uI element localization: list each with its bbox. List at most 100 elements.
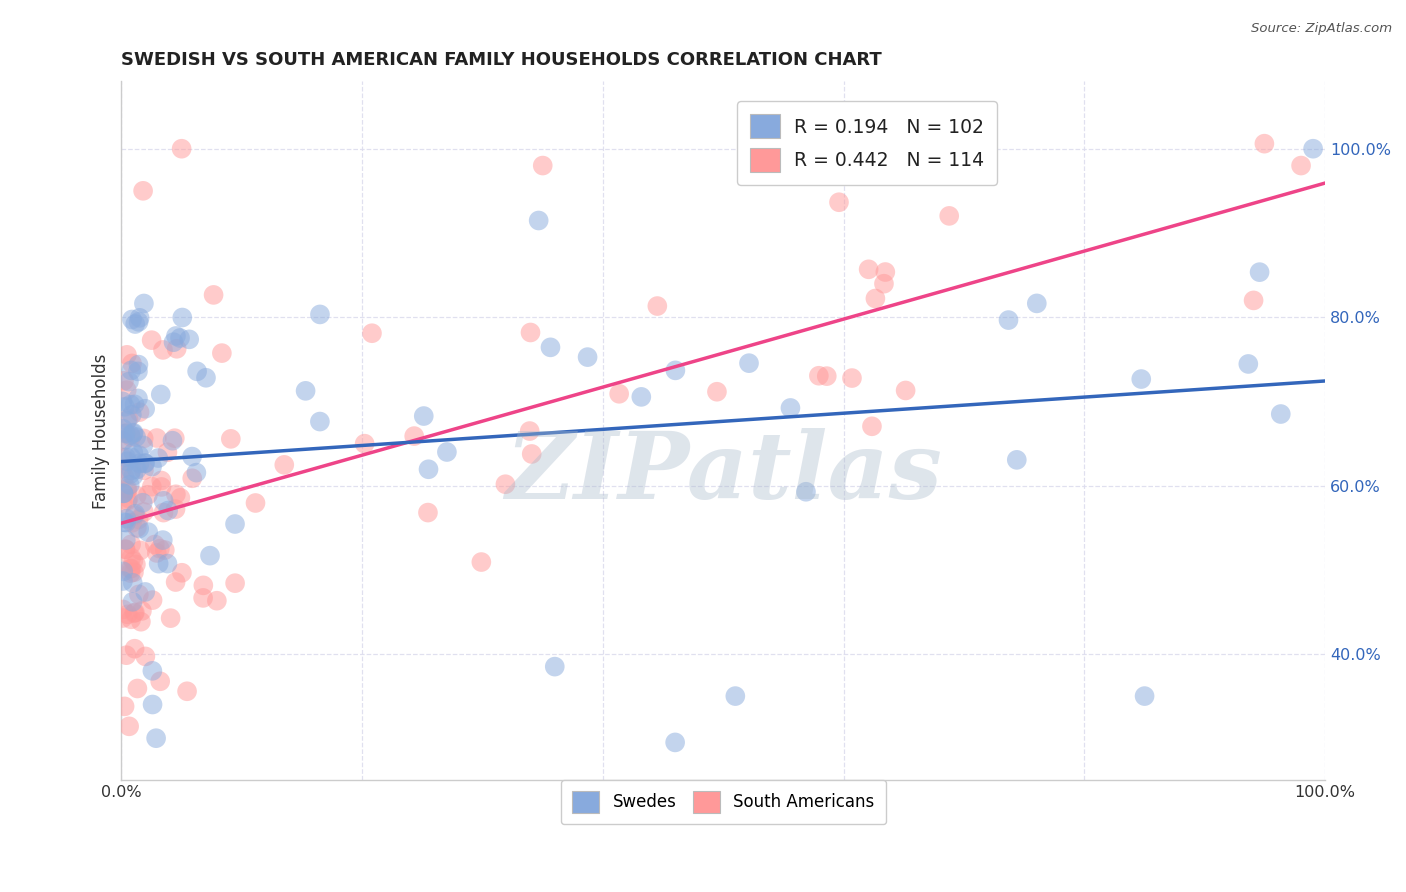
Point	[134, 585, 156, 599]
Point	[122, 565, 145, 579]
Point	[170, 566, 193, 580]
Point	[873, 277, 896, 291]
Point	[132, 438, 155, 452]
Point	[738, 356, 761, 370]
Point	[165, 575, 187, 590]
Point	[145, 546, 167, 560]
Point	[136, 525, 159, 540]
Point	[121, 516, 143, 530]
Point	[115, 348, 138, 362]
Point	[152, 493, 174, 508]
Point	[165, 329, 187, 343]
Point	[111, 461, 134, 475]
Point	[125, 558, 148, 572]
Point	[114, 469, 136, 483]
Point	[124, 606, 146, 620]
Point	[647, 299, 669, 313]
Point	[111, 496, 134, 510]
Point	[128, 405, 150, 419]
Point	[120, 450, 142, 464]
Point	[294, 384, 316, 398]
Point	[706, 384, 728, 399]
Point	[120, 430, 142, 444]
Point	[122, 445, 145, 459]
Point	[186, 364, 208, 378]
Point	[150, 480, 173, 494]
Point	[1289, 159, 1312, 173]
Point	[149, 387, 172, 401]
Point	[170, 142, 193, 156]
Point	[169, 491, 191, 505]
Point	[128, 315, 150, 329]
Point	[112, 565, 135, 579]
Point	[309, 415, 332, 429]
Point	[143, 537, 166, 551]
Point	[115, 648, 138, 663]
Point	[115, 414, 138, 428]
Point	[118, 719, 141, 733]
Text: SWEDISH VS SOUTH AMERICAN FAMILY HOUSEHOLDS CORRELATION CHART: SWEDISH VS SOUTH AMERICAN FAMILY HOUSEHO…	[121, 51, 882, 69]
Point	[309, 307, 332, 321]
Point	[132, 505, 155, 519]
Point	[128, 456, 150, 470]
Point	[152, 533, 174, 547]
Point	[128, 448, 150, 462]
Point	[156, 557, 179, 571]
Point	[141, 459, 163, 474]
Point	[127, 681, 149, 696]
Point	[1302, 142, 1324, 156]
Point	[145, 731, 167, 746]
Point	[202, 288, 225, 302]
Point	[152, 343, 174, 357]
Point	[520, 447, 543, 461]
Point	[815, 369, 838, 384]
Point	[664, 735, 686, 749]
Point	[1025, 296, 1047, 310]
Point	[125, 462, 148, 476]
Point	[131, 604, 153, 618]
Point	[111, 602, 134, 616]
Point	[118, 375, 141, 389]
Point	[117, 491, 139, 506]
Point	[112, 374, 135, 388]
Point	[121, 561, 143, 575]
Point	[128, 310, 150, 325]
Point	[179, 332, 201, 346]
Point	[165, 502, 187, 516]
Point	[114, 542, 136, 557]
Point	[159, 611, 181, 625]
Point	[828, 195, 851, 210]
Point	[198, 549, 221, 563]
Point	[519, 424, 541, 438]
Point	[125, 520, 148, 534]
Point	[111, 394, 134, 409]
Point	[132, 432, 155, 446]
Point	[181, 450, 204, 464]
Point	[186, 466, 208, 480]
Point	[122, 468, 145, 483]
Point	[404, 429, 426, 443]
Point	[114, 433, 136, 447]
Point	[181, 471, 204, 485]
Point	[121, 312, 143, 326]
Point	[1253, 136, 1275, 151]
Point	[519, 326, 541, 340]
Point	[860, 419, 883, 434]
Point	[114, 400, 136, 414]
Point	[121, 408, 143, 422]
Point	[124, 317, 146, 331]
Point	[1133, 689, 1156, 703]
Point	[111, 434, 134, 448]
Point	[724, 689, 747, 703]
Point	[436, 445, 458, 459]
Point	[353, 436, 375, 450]
Point	[132, 296, 155, 310]
Point	[894, 384, 917, 398]
Point	[1243, 293, 1265, 308]
Point	[121, 356, 143, 370]
Point	[412, 409, 434, 423]
Point	[141, 333, 163, 347]
Point	[807, 368, 830, 383]
Point	[156, 445, 179, 459]
Point	[128, 522, 150, 536]
